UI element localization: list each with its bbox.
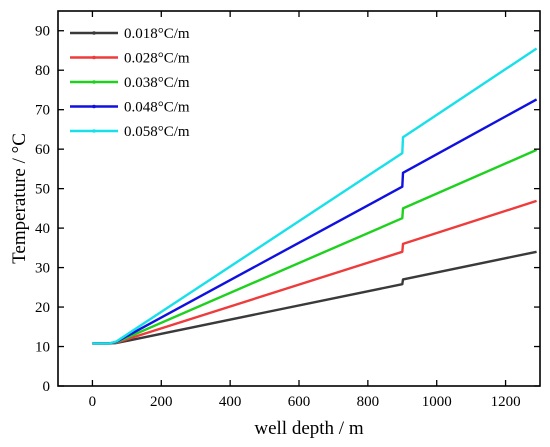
legend-marker-1 xyxy=(92,31,96,35)
y-tick-label: 30 xyxy=(35,261,50,277)
series-layer xyxy=(92,47,538,345)
ticks-layer: 0 200 400 600 800 1000 1200 0 10 20 30 40 50 60 70 80 90 xyxy=(35,11,540,410)
y-tick-label: 40 xyxy=(35,221,50,237)
x-tick-label: 400 xyxy=(219,394,242,410)
x-tick-label: 0 xyxy=(89,394,97,410)
y-tick-label: 80 xyxy=(35,63,50,79)
y-tick-label: 50 xyxy=(35,182,50,198)
series-line-5 xyxy=(92,47,538,345)
x-axis-label: well depth / m xyxy=(254,418,363,439)
x-tick-label: 1000 xyxy=(422,394,452,410)
plot-frame xyxy=(57,10,541,387)
legend-label-3: 0.038°C/m xyxy=(124,75,190,91)
legend-label-5: 0.058°C/m xyxy=(124,124,190,140)
legend-marker-5 xyxy=(92,129,96,133)
y-tick-label: 60 xyxy=(35,142,50,158)
x-tick-label: 600 xyxy=(288,394,311,410)
series-line-2 xyxy=(92,199,537,345)
y-tick-label: 0 xyxy=(43,379,51,395)
legend-marker-2 xyxy=(92,55,96,60)
x-tick-label: 800 xyxy=(357,394,380,410)
legend-label-4: 0.048°C/m xyxy=(124,100,190,116)
legend-label-1: 0.018°C/m xyxy=(124,26,190,42)
x-tick-label: 1200 xyxy=(491,394,521,410)
x-tick-label: 200 xyxy=(150,394,173,410)
legend-marker-3 xyxy=(92,80,96,84)
legend: 0.018°C/m 0.028°C/m 0.038°C/m 0.048°C/m 0.05… xyxy=(70,26,190,140)
y-axis-label: Temperature / °C xyxy=(9,133,30,264)
legend-label-2: 0.028°C/m xyxy=(124,51,190,67)
y-tick-label: 70 xyxy=(35,103,50,119)
y-tick-label: 90 xyxy=(35,24,50,40)
legend-marker-4 xyxy=(92,104,96,109)
y-tick-label: 20 xyxy=(35,300,50,316)
y-tick-label: 10 xyxy=(35,340,50,356)
